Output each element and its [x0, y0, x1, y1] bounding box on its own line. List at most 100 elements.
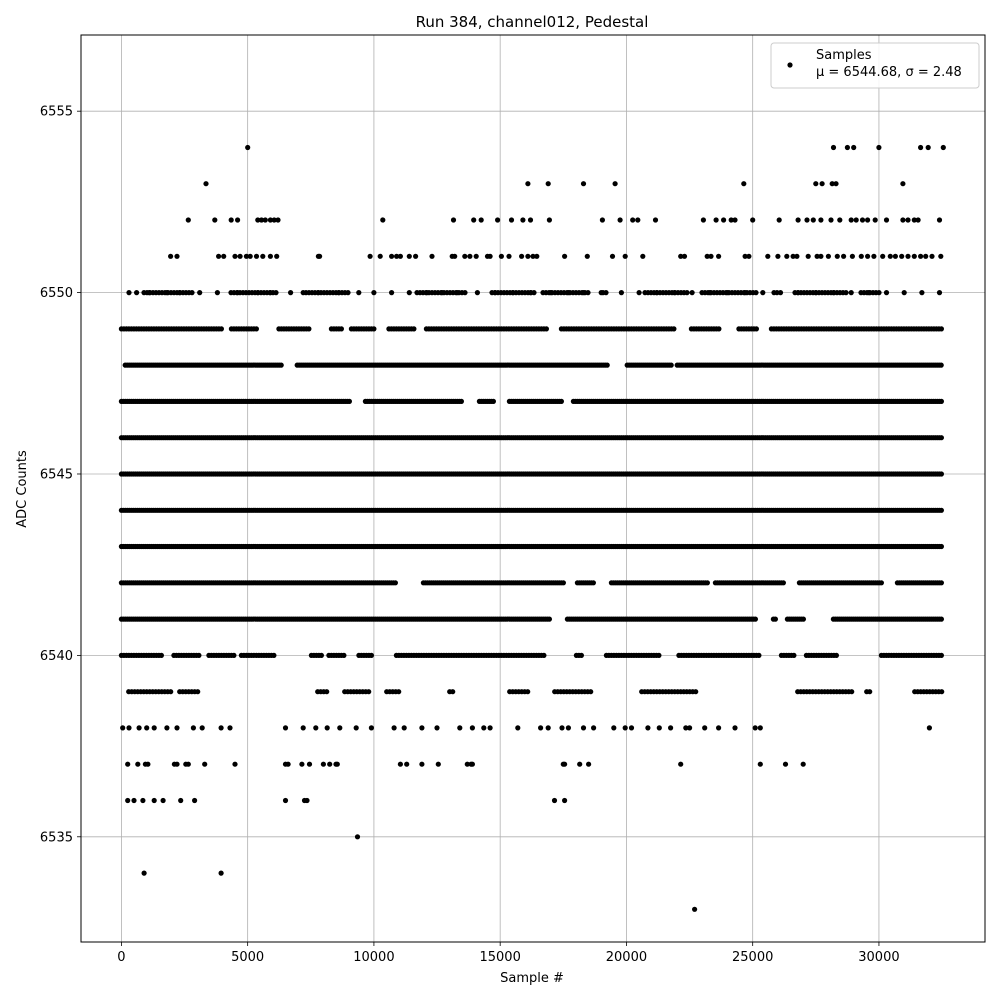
sample-point	[260, 253, 266, 259]
band-point	[753, 326, 760, 332]
band-point	[462, 290, 468, 296]
sample-point	[262, 217, 268, 223]
sample-point	[721, 217, 727, 223]
sample-point	[144, 725, 150, 731]
sample-point	[406, 253, 412, 259]
sample-point	[790, 253, 796, 259]
sample-point	[178, 797, 184, 804]
sample-point	[467, 253, 473, 259]
sample-point	[202, 761, 208, 767]
band-point	[189, 290, 195, 296]
sample-point	[700, 217, 707, 223]
sample-point	[716, 253, 722, 259]
chart-title: Run 384, channel012, Pedestal	[416, 13, 649, 31]
x-tick-label: 0	[117, 950, 125, 965]
band-point	[693, 689, 699, 695]
band-point	[833, 652, 840, 659]
sample-point	[837, 217, 843, 223]
sample-point	[598, 290, 604, 296]
sample-point	[853, 217, 859, 223]
y-tick-label: 6540	[40, 649, 73, 664]
band-point	[938, 471, 945, 477]
sample-point	[732, 725, 738, 731]
sample-point	[255, 290, 261, 296]
sample-point	[580, 725, 587, 731]
sample-point	[140, 797, 146, 804]
sample-point	[876, 144, 882, 151]
sample-point	[936, 290, 943, 296]
band-point	[938, 580, 945, 586]
sample-point	[900, 217, 906, 223]
sample-point	[708, 253, 714, 259]
sample-point	[275, 217, 281, 223]
sample-point	[618, 290, 625, 296]
sample-point	[580, 181, 587, 187]
sample-point	[784, 253, 790, 259]
band-point	[753, 290, 759, 296]
sample-point	[704, 253, 710, 259]
sample-point	[313, 725, 319, 731]
sample-point	[185, 761, 191, 767]
sample-point	[334, 761, 340, 767]
band-point	[341, 652, 347, 659]
sample-point	[545, 181, 551, 187]
sample-point	[794, 253, 800, 259]
band-point	[588, 689, 594, 695]
sample-point	[299, 761, 305, 767]
axis-ticks: 0 5000 10000 15000 20000 25000 30000 6535 6540 65…	[40, 105, 900, 965]
sample-point	[925, 144, 931, 151]
sample-point	[880, 253, 886, 259]
sample-point	[918, 144, 924, 151]
sample-point	[232, 761, 238, 767]
sample-point	[304, 797, 310, 804]
sample-point	[164, 725, 170, 731]
sample-point	[841, 253, 847, 259]
sample-point	[900, 181, 906, 187]
sample-point	[899, 253, 905, 259]
sample-point	[609, 253, 616, 259]
sample-point	[419, 761, 425, 767]
sample-point	[267, 290, 273, 296]
sample-point	[828, 217, 834, 223]
band-point	[938, 507, 945, 513]
band-point	[843, 290, 849, 296]
sample-point	[216, 253, 222, 259]
sample-point	[858, 253, 864, 259]
sample-point	[776, 217, 782, 223]
sample-point	[285, 761, 291, 767]
sample-point	[394, 253, 400, 259]
sample-point	[515, 725, 521, 731]
sample-point	[454, 290, 460, 296]
sample-point	[742, 253, 748, 259]
band-point	[878, 580, 885, 586]
sample-point	[859, 217, 866, 223]
band-point	[938, 543, 945, 550]
sample-point	[317, 253, 323, 259]
sample-point	[834, 253, 840, 259]
band-point	[525, 689, 531, 695]
sample-point	[938, 253, 944, 259]
sample-point	[498, 253, 504, 259]
sample-point	[640, 253, 646, 259]
x-tick-label: 30000	[858, 950, 899, 965]
band-point	[671, 326, 677, 332]
sample-point	[765, 253, 771, 259]
sample-point	[192, 797, 198, 804]
sample-point	[525, 181, 531, 187]
sample-point	[474, 290, 480, 296]
sample-point	[464, 761, 470, 767]
sample-point	[628, 725, 635, 731]
sample-point	[830, 144, 837, 151]
sample-point	[562, 761, 568, 767]
sample-point	[492, 290, 498, 296]
sample-point	[926, 725, 933, 731]
sample-point	[818, 217, 824, 223]
band-point	[603, 290, 609, 296]
sample-point	[833, 181, 839, 187]
sample-point	[865, 253, 871, 259]
sample-point	[752, 725, 758, 731]
sample-point	[401, 725, 407, 731]
sample-point	[337, 725, 343, 731]
sample-point	[258, 217, 265, 223]
sample-point	[164, 290, 170, 296]
